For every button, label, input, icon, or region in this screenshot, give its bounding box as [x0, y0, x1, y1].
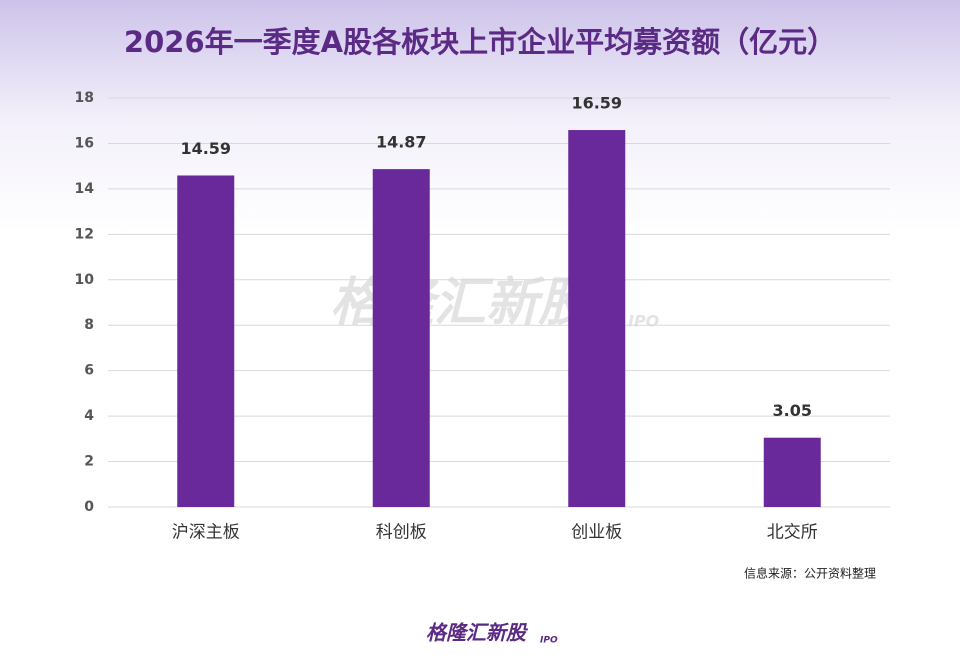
data-label: 14.87: [376, 133, 427, 152]
y-tick-label: 14: [75, 181, 95, 197]
watermark-tag: IPO: [628, 312, 660, 331]
y-tick-label: 16: [75, 135, 94, 151]
x-tick-label: 北交所: [767, 523, 818, 543]
y-tick-label: 6: [84, 363, 94, 379]
y-tick-label: 4: [84, 408, 94, 424]
watermark-name: 格隆汇新股: [330, 273, 596, 333]
y-tick-label: 0: [84, 499, 94, 515]
chart-title: 2026年一季度A股各板块上市企业平均募资额（亿元）: [124, 25, 836, 59]
y-tick-label: 18: [75, 90, 94, 106]
data-label: 16.59: [571, 94, 622, 113]
data-label: 3.05: [773, 401, 812, 420]
data-label: 14.59: [180, 139, 231, 158]
y-tick-label: 12: [75, 226, 94, 242]
bar: [568, 130, 626, 507]
x-tick-label: 创业板: [571, 523, 622, 543]
y-tick-label: 2: [84, 454, 94, 470]
y-tick-label: 8: [84, 317, 94, 333]
logo-name: 格隆汇新股: [426, 621, 528, 645]
x-tick-label: 沪深主板: [172, 523, 240, 543]
bar: [177, 175, 235, 507]
bar: [372, 169, 430, 508]
x-tick-label: 科创板: [376, 523, 427, 543]
source: 信息来源：公开资料整理: [744, 566, 876, 581]
logo-tag: IPO: [540, 636, 558, 646]
y-tick-label: 10: [75, 272, 95, 288]
bar: [763, 437, 821, 507]
